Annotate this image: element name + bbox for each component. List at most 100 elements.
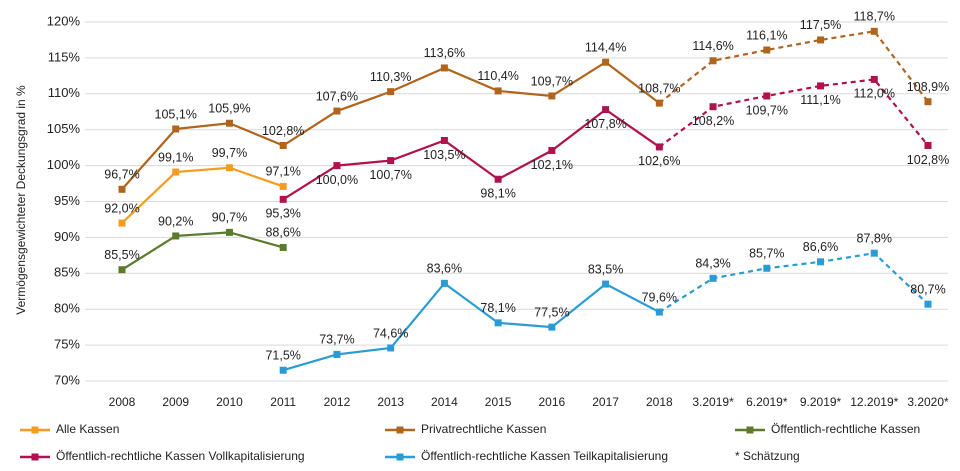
data-label: 90,7% bbox=[212, 211, 247, 225]
data-point bbox=[924, 300, 932, 308]
data-point bbox=[225, 228, 233, 236]
series-line bbox=[121, 166, 284, 224]
data-point bbox=[387, 157, 395, 165]
series-line bbox=[282, 108, 660, 201]
series-line bbox=[658, 252, 929, 314]
data-label: 102,1% bbox=[531, 158, 573, 172]
data-point bbox=[279, 243, 287, 251]
data-label: 102,8% bbox=[907, 153, 949, 167]
series-line bbox=[282, 281, 660, 372]
data-point bbox=[817, 36, 825, 44]
legend-label: Öffentlich-rechtliche Kassen Teilkapital… bbox=[421, 449, 668, 463]
series-line bbox=[658, 78, 929, 148]
data-label: 100,0% bbox=[316, 173, 358, 187]
data-label: 96,7% bbox=[104, 168, 139, 182]
data-label: 85,7% bbox=[749, 247, 784, 261]
data-point bbox=[709, 57, 717, 65]
data-point bbox=[548, 147, 556, 155]
data-label: 92,0% bbox=[104, 201, 139, 215]
data-point bbox=[817, 258, 825, 266]
data-point bbox=[709, 103, 717, 111]
data-label: 110,3% bbox=[370, 70, 411, 84]
data-label: 118,7% bbox=[854, 10, 895, 24]
x-tick-label: 2014 bbox=[431, 395, 458, 409]
x-tick-label: 2017 bbox=[592, 395, 619, 409]
data-point bbox=[172, 168, 180, 176]
x-tick-label: 6.2019* bbox=[746, 395, 788, 409]
data-label: 110,4% bbox=[477, 69, 518, 83]
data-point bbox=[655, 99, 663, 107]
data-label: 103,5% bbox=[423, 148, 465, 162]
legend-label: Alle Kassen bbox=[56, 422, 119, 436]
data-point bbox=[494, 175, 502, 183]
data-label: 78,1% bbox=[480, 301, 515, 315]
y-tick-label: 90% bbox=[54, 229, 80, 244]
data-label: 108,7% bbox=[638, 81, 680, 95]
y-tick-label: 115% bbox=[48, 49, 81, 64]
y-tick-label: 80% bbox=[54, 301, 80, 316]
legend-swatch-marker bbox=[396, 426, 404, 434]
x-tick-label: 2016 bbox=[539, 395, 566, 409]
y-tick-label: 75% bbox=[54, 337, 80, 352]
data-label: 77,5% bbox=[534, 305, 569, 319]
x-tick-label: 3.2020* bbox=[907, 395, 949, 409]
data-label: 105,9% bbox=[208, 102, 250, 116]
series-line bbox=[121, 231, 284, 271]
data-point bbox=[924, 98, 932, 106]
data-point bbox=[225, 119, 233, 127]
data-point bbox=[333, 162, 341, 170]
data-label: 111,1% bbox=[800, 93, 841, 107]
data-label: 108,9% bbox=[907, 80, 949, 94]
data-point bbox=[279, 182, 287, 190]
data-label: 90,2% bbox=[158, 214, 193, 228]
data-point bbox=[279, 141, 287, 149]
x-tick-label: 3.2019* bbox=[692, 395, 734, 409]
data-point bbox=[763, 264, 771, 272]
data-point bbox=[118, 219, 126, 227]
x-tick-label: 2012 bbox=[324, 395, 351, 409]
y-tick-label: 105% bbox=[47, 121, 81, 136]
data-label: 102,8% bbox=[262, 124, 304, 138]
data-point bbox=[387, 344, 395, 352]
data-point bbox=[870, 27, 878, 35]
data-label: 114,6% bbox=[692, 39, 733, 53]
data-label: 83,5% bbox=[588, 262, 623, 276]
data-label: 108,2% bbox=[692, 114, 734, 128]
data-label: 71,5% bbox=[265, 349, 300, 363]
data-point bbox=[655, 143, 663, 151]
data-point bbox=[655, 308, 663, 316]
data-point bbox=[172, 232, 180, 240]
y-axis-label: Vermögensgewichteter Deckungsgrad in % bbox=[14, 85, 28, 315]
data-point bbox=[440, 136, 448, 144]
data-label: 88,6% bbox=[265, 226, 300, 240]
legend-label: Öffentlich-rechtliche Kassen bbox=[771, 422, 920, 436]
y-tick-label: 70% bbox=[54, 372, 80, 387]
data-label: 79,6% bbox=[642, 290, 677, 304]
legend-swatch-marker bbox=[746, 426, 754, 434]
legend-label: Öffentlich-rechtliche Kassen Vollkapital… bbox=[56, 449, 305, 463]
legend-swatch-marker bbox=[396, 453, 404, 461]
data-label: 105,1% bbox=[155, 107, 197, 121]
data-point bbox=[763, 46, 771, 54]
data-point bbox=[870, 75, 878, 83]
series-line bbox=[658, 30, 929, 104]
data-point bbox=[548, 323, 556, 331]
data-point bbox=[494, 87, 502, 95]
data-label: 102,6% bbox=[638, 154, 680, 168]
data-label: 85,5% bbox=[104, 248, 139, 262]
x-tick-label: 2009 bbox=[162, 395, 189, 409]
data-point bbox=[817, 82, 825, 90]
data-point bbox=[440, 279, 448, 287]
x-tick-label: 2013 bbox=[377, 395, 404, 409]
y-tick-label: 100% bbox=[47, 157, 81, 172]
data-point bbox=[548, 92, 556, 100]
data-label: 95,3% bbox=[265, 207, 300, 221]
x-tick-label: 2011 bbox=[270, 395, 296, 409]
data-label: 114,4% bbox=[585, 41, 626, 55]
data-label: 113,6% bbox=[424, 46, 465, 60]
x-tick-label: 9.2019* bbox=[800, 395, 842, 409]
data-point bbox=[870, 249, 878, 257]
x-tick-label: 2018 bbox=[646, 395, 673, 409]
data-label: 112,0% bbox=[854, 87, 895, 101]
